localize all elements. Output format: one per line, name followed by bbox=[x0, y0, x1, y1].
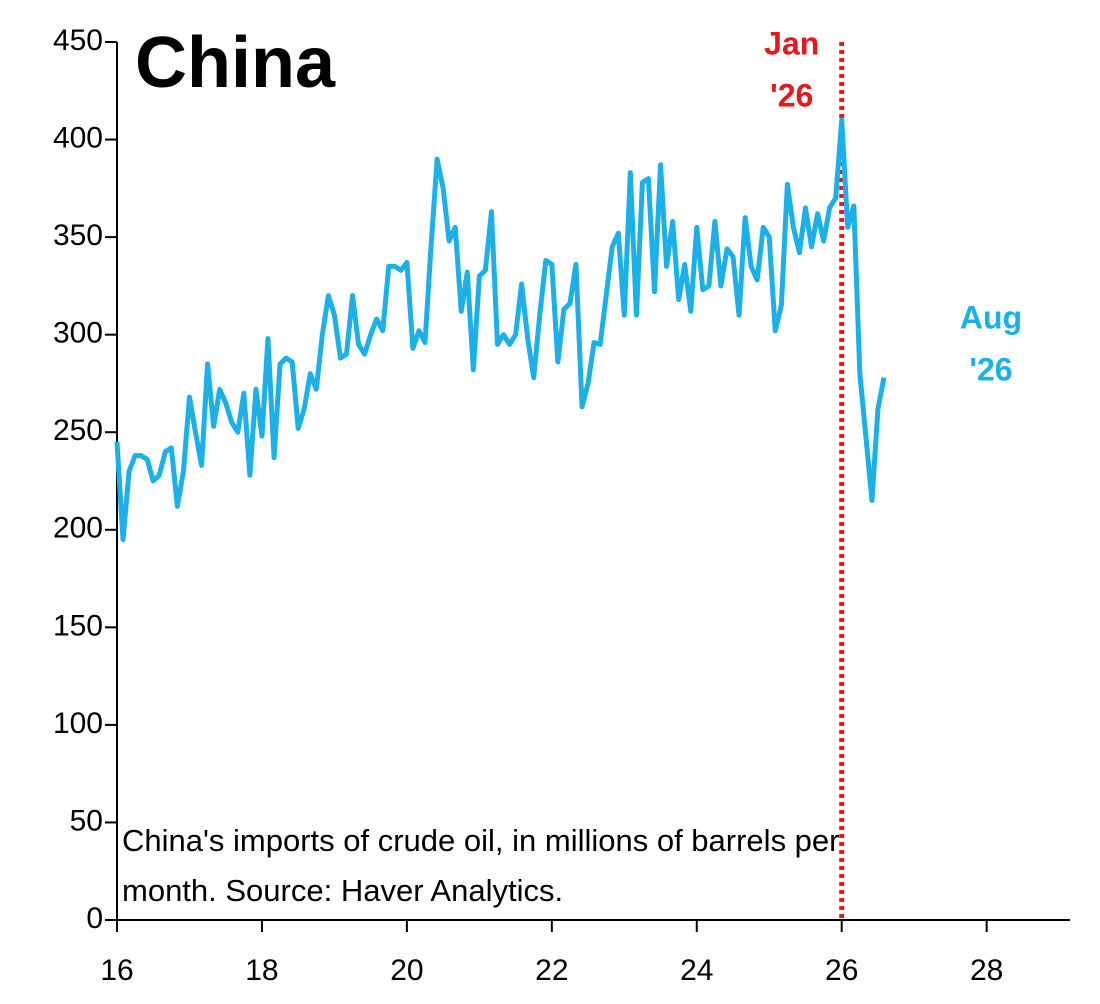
annotation: Aug bbox=[960, 299, 1022, 335]
y-tick-label: 200 bbox=[53, 512, 103, 545]
x-tick-label: 22 bbox=[535, 954, 568, 987]
y-tick-label: 350 bbox=[53, 219, 103, 252]
x-tick-label: 26 bbox=[825, 954, 858, 987]
annotation: '26 bbox=[770, 77, 813, 113]
y-tick-label: 400 bbox=[53, 121, 103, 154]
data-line bbox=[114, 117, 887, 543]
x-tick-label: 24 bbox=[680, 954, 713, 987]
y-tick-label: 450 bbox=[53, 24, 103, 57]
x-tick-label: 20 bbox=[390, 954, 423, 987]
chart-title: China bbox=[135, 23, 336, 103]
y-tick-label: 150 bbox=[53, 609, 103, 642]
y-tick-label: 300 bbox=[53, 317, 103, 350]
note: month. Source: Haver Analytics. bbox=[122, 873, 563, 908]
x-tick-label: 28 bbox=[970, 954, 1003, 987]
note: China's imports of crude oil, in million… bbox=[122, 823, 839, 858]
y-tick-label: 250 bbox=[53, 414, 103, 447]
y-tick-label: 100 bbox=[53, 707, 103, 740]
y-tick-label: 50 bbox=[70, 804, 103, 837]
annotation: Jan bbox=[764, 25, 819, 61]
annotation: '26 bbox=[969, 351, 1012, 387]
x-tick-label: 18 bbox=[245, 954, 278, 987]
y-tick-label: 0 bbox=[86, 902, 103, 935]
x-tick-label: 16 bbox=[100, 954, 133, 987]
